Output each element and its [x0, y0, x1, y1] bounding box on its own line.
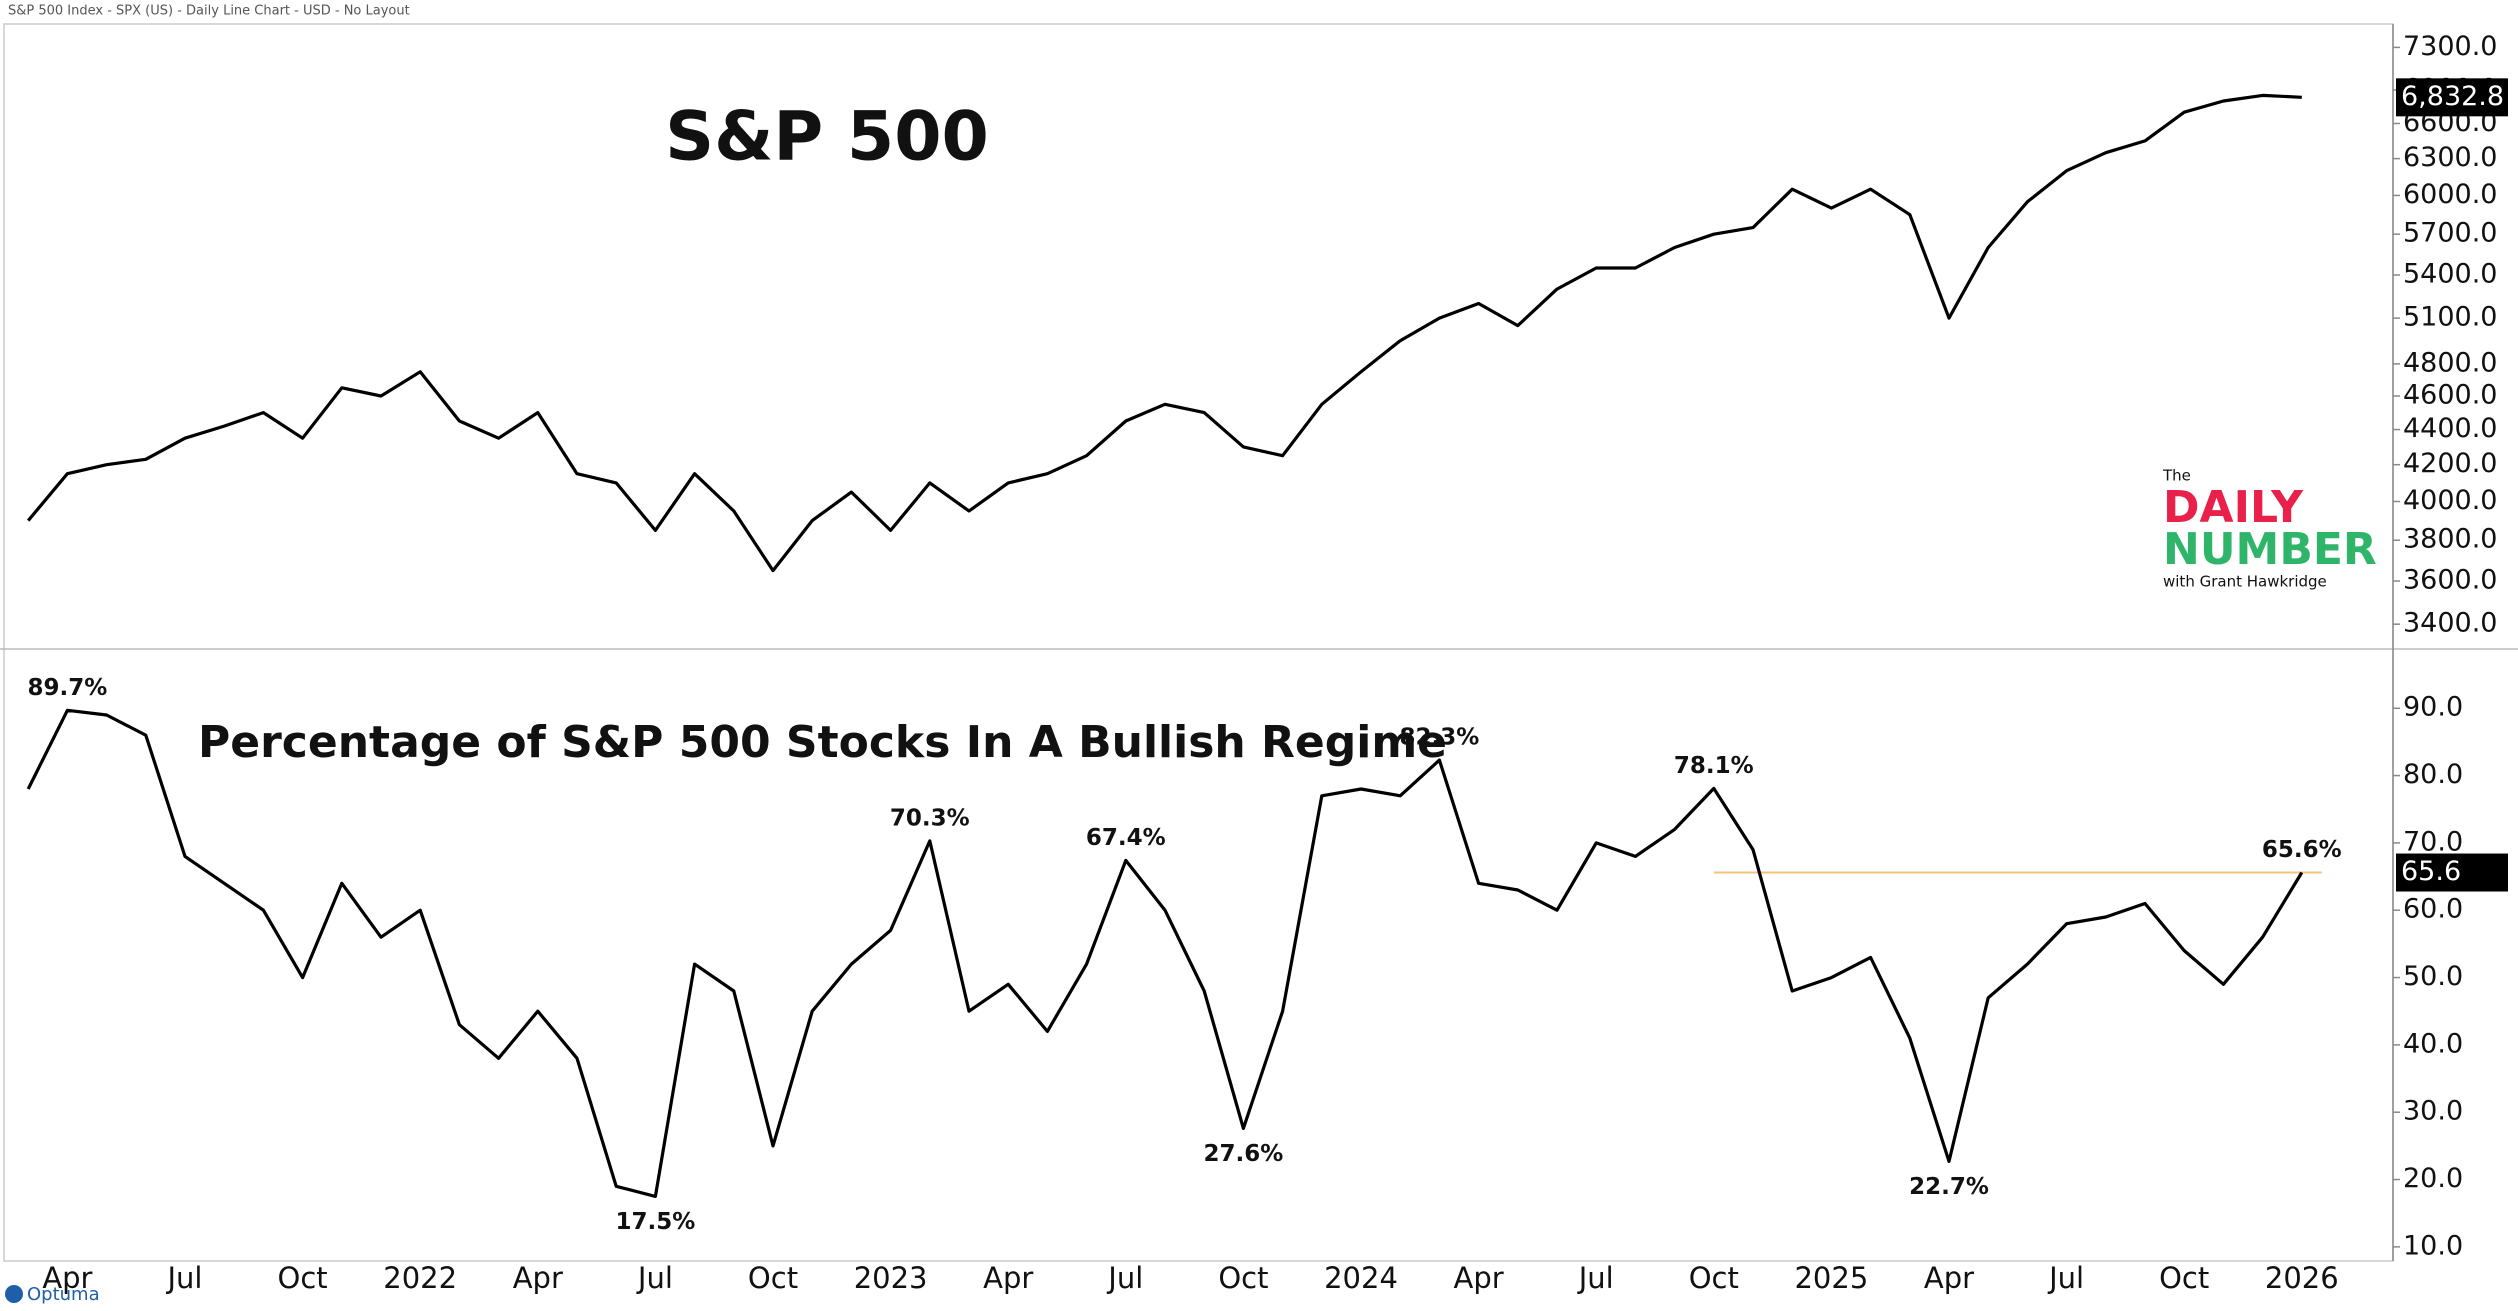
logo-text: The — [2162, 467, 2191, 485]
x-tick-label: Oct — [1218, 1261, 1268, 1295]
data-label: 17.5% — [616, 1209, 696, 1235]
logo-text: NUMBER — [2163, 524, 2377, 575]
y-tick-label: 5400.0 — [2403, 258, 2497, 289]
brand-text: Optuma — [27, 1284, 100, 1305]
x-tick-label: Apr — [1924, 1261, 1974, 1295]
data-label: 67.4% — [1086, 825, 1166, 851]
data-label: 78.1% — [1674, 753, 1754, 779]
x-tick-label: 2023 — [854, 1261, 928, 1295]
x-tick-label: Apr — [1454, 1261, 1504, 1295]
x-tick-label: Apr — [513, 1261, 563, 1295]
y-tick-label: 90.0 — [2403, 692, 2463, 723]
y-tick-label: 4600.0 — [2403, 380, 2497, 411]
data-label: 65.6% — [2262, 837, 2342, 863]
logo-text: DAILY — [2163, 482, 2304, 533]
x-tick-label: Apr — [42, 1261, 92, 1295]
x-tick-label: 2024 — [1324, 1261, 1398, 1295]
y-tick-label: 3800.0 — [2403, 524, 2497, 555]
chart-title: S&P 500 — [665, 98, 989, 177]
data-label: 82.3% — [1400, 725, 1480, 751]
y-tick-label: 4400.0 — [2403, 413, 2497, 444]
x-tick-label: Jul — [636, 1261, 673, 1295]
line — [26, 93, 2302, 573]
x-tick-label: Jul — [166, 1261, 203, 1295]
line — [26, 708, 2304, 1198]
data-label: 27.6% — [1204, 1141, 1284, 1167]
x-tick-label: 2025 — [1794, 1261, 1868, 1295]
y-tick-label: 3400.0 — [2403, 608, 2497, 639]
last-value-label: 65.6 — [2401, 856, 2461, 887]
data-label: 22.7% — [1909, 1174, 1989, 1200]
y-tick-label: 4200.0 — [2403, 448, 2497, 479]
y-tick-label: 20.0 — [2403, 1163, 2463, 1194]
brand: Optuma — [5, 1284, 100, 1305]
data-label: 70.3% — [890, 805, 970, 831]
logo-text: with Grant Hawkridge — [2163, 573, 2327, 591]
y-tick-label: 5700.0 — [2403, 218, 2497, 249]
x-tick-label: 2026 — [2265, 1261, 2339, 1295]
logo: The DAILY NUMBER with Grant Hawkridge — [2162, 467, 2377, 591]
x-tick-label: Jul — [1577, 1261, 1614, 1295]
x-tick-label: Jul — [1106, 1261, 1143, 1295]
y-tick-label: 60.0 — [2403, 894, 2463, 925]
brand-icon — [5, 1285, 23, 1303]
data-label: 89.7% — [28, 675, 108, 701]
header: S&P 500 Index - SPX (US) - Daily Line Ch… — [8, 4, 410, 19]
x-tick-label: Apr — [983, 1261, 1033, 1295]
y-tick-label: 4800.0 — [2403, 347, 2497, 378]
y-tick-label: 50.0 — [2403, 961, 2463, 992]
y-tick-label: 3600.0 — [2403, 565, 2497, 596]
y-tick-label: 4000.0 — [2403, 485, 2497, 516]
x-tick-label: Oct — [278, 1261, 328, 1295]
x-tick-label: Jul — [2047, 1261, 2084, 1295]
y-tick-label: 7300.0 — [2403, 31, 2497, 62]
y-tick-label: 40.0 — [2403, 1028, 2463, 1059]
x-tick-label: Oct — [748, 1261, 798, 1295]
y-tick-label: 5100.0 — [2403, 302, 2497, 333]
y-tick-label: 6000.0 — [2403, 179, 2497, 210]
last-value-box — [2396, 78, 2508, 117]
chart-title: Percentage of S&P 500 Stocks In A Bullis… — [198, 717, 1447, 768]
x-tick-label: 2022 — [383, 1261, 457, 1295]
last-value-label: 6,832.8 — [2401, 81, 2504, 112]
y-tick-label: 6300.0 — [2403, 142, 2497, 173]
y-tick-label: 70.0 — [2403, 826, 2463, 857]
y-tick-label: 30.0 — [2403, 1096, 2463, 1127]
y-tick-label: 80.0 — [2403, 759, 2463, 790]
last-value-box — [2396, 853, 2508, 892]
x-tick-label: Oct — [1689, 1261, 1739, 1295]
y-tick-label: 10.0 — [2403, 1230, 2463, 1261]
x-tick-label: Oct — [2159, 1261, 2209, 1295]
